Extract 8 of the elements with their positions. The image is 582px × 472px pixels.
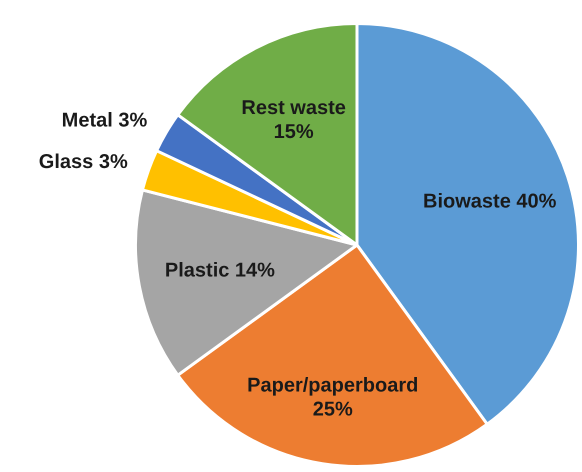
slice-label: Glass 3% <box>38 150 128 173</box>
data-label: 25% <box>312 398 353 421</box>
slice-label: Biowaste 40% <box>423 190 557 212</box>
slice-label: Paper/paperboard <box>247 374 418 397</box>
slice-label: Plastic 14% <box>164 260 276 282</box>
slice-label: Rest waste <box>241 97 346 120</box>
data-label: 15% <box>274 121 314 144</box>
slice-label: Metal 3% <box>62 109 148 132</box>
